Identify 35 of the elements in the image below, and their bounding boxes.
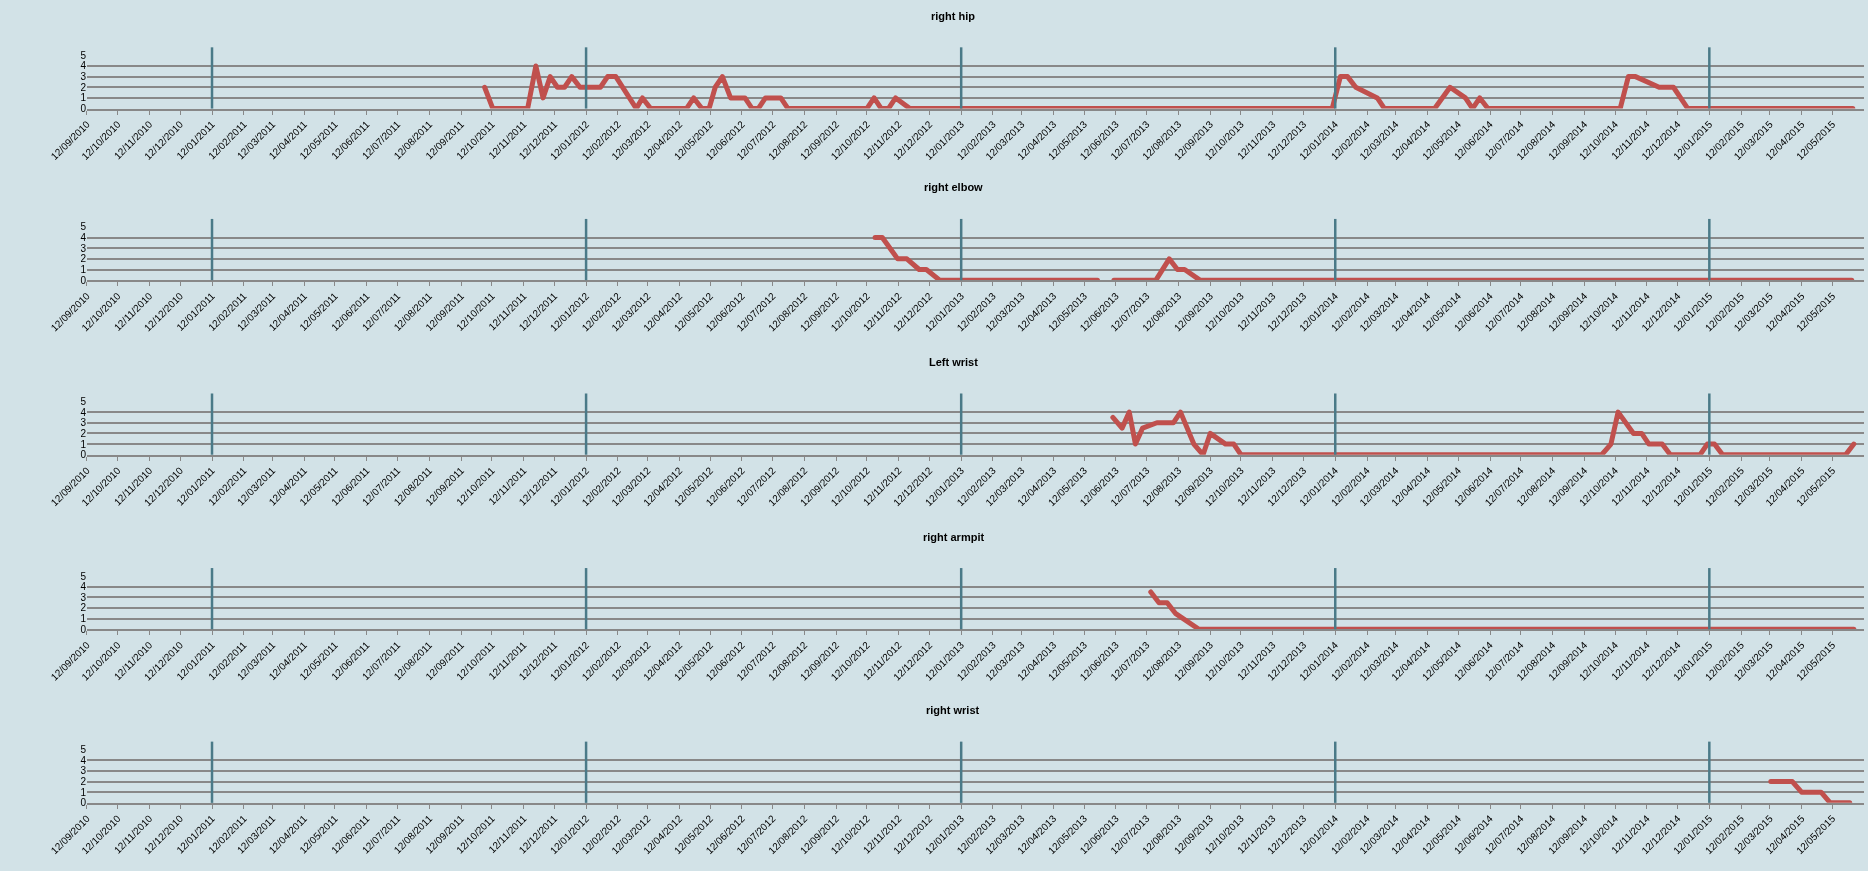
y-tick-label: 2 — [80, 602, 87, 614]
y-tick-label: 4 — [80, 581, 87, 593]
y-tick-label: 0 — [80, 623, 87, 635]
y-tick-label: 0 — [80, 797, 87, 809]
y-tick-label: 5 — [80, 570, 87, 582]
y-tick-label: 4 — [80, 60, 87, 72]
y-tick-label: 5 — [80, 221, 87, 233]
chart-title: right hip — [931, 10, 976, 22]
y-tick-label: 4 — [80, 232, 87, 244]
chart-title: right elbow — [924, 181, 984, 193]
y-tick-label: 3 — [80, 765, 87, 777]
y-tick-label: 1 — [80, 92, 87, 104]
y-tick-label: 0 — [80, 103, 87, 115]
y-tick-label: 3 — [80, 417, 87, 429]
y-tick-label: 4 — [80, 406, 87, 418]
y-tick-label: 1 — [80, 438, 87, 450]
y-tick-label: 5 — [80, 395, 87, 407]
chart-title: Left wrist — [929, 356, 979, 368]
y-tick-label: 1 — [80, 264, 87, 276]
y-tick-label: 4 — [80, 754, 87, 766]
y-tick-label: 0 — [80, 449, 87, 461]
y-tick-label: 3 — [80, 71, 87, 83]
y-tick-label: 2 — [80, 253, 87, 265]
y-tick-label: 5 — [80, 744, 87, 756]
y-tick-label: 3 — [80, 242, 87, 254]
y-tick-label: 1 — [80, 613, 87, 625]
chart-title: right armpit — [923, 531, 985, 543]
y-tick-label: 1 — [80, 786, 87, 798]
y-tick-label: 2 — [80, 776, 87, 788]
chart-title: right wrist — [926, 704, 980, 716]
y-tick-label: 0 — [80, 274, 87, 286]
y-tick-label: 2 — [80, 427, 87, 439]
y-tick-label: 3 — [80, 591, 87, 603]
y-tick-label: 5 — [80, 49, 87, 61]
y-tick-label: 2 — [80, 81, 87, 93]
